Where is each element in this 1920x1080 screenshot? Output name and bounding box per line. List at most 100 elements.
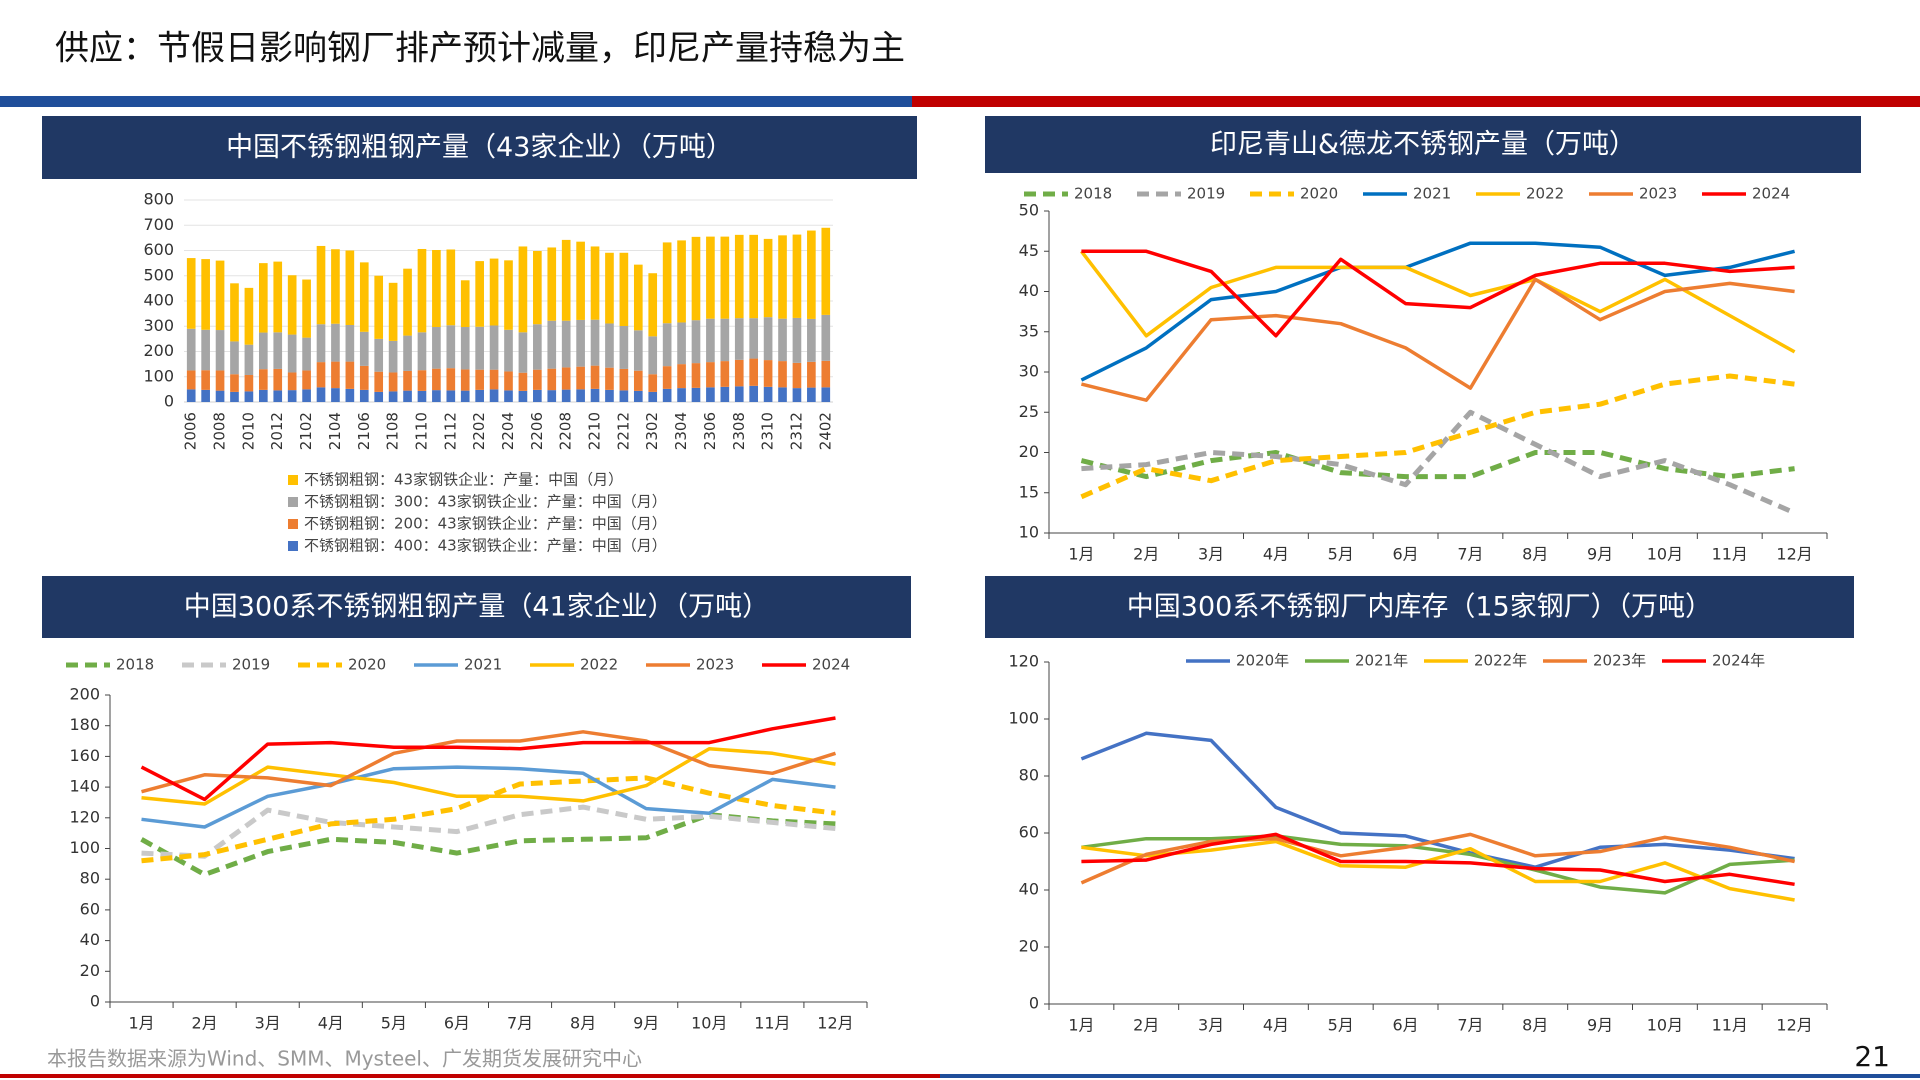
x-tick-label: 6月 <box>1392 545 1418 564</box>
x-tick-label: 2008 <box>211 412 229 450</box>
bar-segment <box>590 319 600 366</box>
bar-segment <box>215 330 225 371</box>
bar-segment <box>302 337 311 371</box>
chart-header <box>42 576 911 638</box>
x-tick-label: 7月 <box>1457 1016 1483 1035</box>
bar-segment <box>504 390 513 402</box>
bar-segment <box>359 365 369 390</box>
bar-segment <box>590 365 600 389</box>
bar-segment <box>489 325 499 370</box>
source-note: 本报告数据来源为Wind、SMM、Mysteel、广发期货发展研究中心 <box>47 1047 642 1071</box>
legend-label: 2024 <box>812 656 850 674</box>
bar-segment <box>403 390 412 402</box>
x-tick-label: 2206 <box>528 412 546 450</box>
y-tick-label: 20 <box>1019 937 1039 956</box>
bar-segment <box>792 362 802 389</box>
bar-segment <box>201 389 210 402</box>
bar-segment <box>244 374 254 392</box>
y-tick-label: 700 <box>143 215 174 234</box>
series-line <box>141 746 836 806</box>
bar-segment <box>287 390 297 402</box>
bar-segment <box>186 258 196 329</box>
legend-label: 2024年 <box>1712 652 1765 670</box>
bar-segment <box>475 369 484 390</box>
bar-segment <box>547 390 557 402</box>
bar-segment <box>533 389 542 402</box>
bar-segment <box>561 389 571 402</box>
bar-segment <box>677 388 686 402</box>
series-line <box>1080 450 1795 480</box>
x-tick-label: 2102 <box>297 412 315 450</box>
x-tick-label: 2006 <box>182 412 200 450</box>
bar-segment <box>821 387 831 402</box>
y-tick-label: 800 <box>143 190 174 209</box>
bar-segment <box>201 259 210 330</box>
bar-segment <box>432 390 441 402</box>
legend-label: 2022 <box>580 656 618 674</box>
y-tick-label: 300 <box>143 316 174 335</box>
bar-segment <box>720 361 730 387</box>
y-tick-label: 600 <box>143 240 174 259</box>
series-line <box>1080 250 1796 354</box>
bar-segment <box>316 362 326 388</box>
x-tick-label: 5月 <box>1328 545 1354 564</box>
bar-segment <box>734 386 744 402</box>
y-tick-label: 120 <box>1008 652 1039 671</box>
bar-segment <box>648 391 658 402</box>
bar-segment <box>778 235 787 319</box>
bar-segment <box>287 372 297 391</box>
bar-segment <box>258 332 268 370</box>
y-tick-label: 60 <box>1019 823 1039 842</box>
legend-label: 2018 <box>116 656 154 674</box>
x-tick-label: 2104 <box>326 412 344 450</box>
series-line <box>1081 839 1795 902</box>
legend-label: 2018 <box>1074 185 1112 203</box>
x-tick-label: 2012 <box>268 412 286 450</box>
y-tick-label: 40 <box>1019 880 1039 899</box>
y-tick-label: 400 <box>143 291 174 310</box>
series-line <box>141 730 837 794</box>
bar-segment <box>619 252 629 326</box>
bar-segment <box>316 245 326 325</box>
y-tick-label: 140 <box>69 777 100 796</box>
x-tick-label: 10月 <box>1647 545 1683 564</box>
bar-segment <box>244 391 254 402</box>
bar-segment <box>302 279 311 338</box>
bar-segment <box>388 282 398 341</box>
x-tick-label: 7月 <box>507 1014 533 1033</box>
legend-label: 不锈钢粗钢：43家钢铁企业：产量：中国（月） <box>304 471 623 489</box>
bar-segment <box>576 366 585 390</box>
bar-segment <box>432 368 441 391</box>
bar-segment <box>201 329 210 371</box>
x-tick-label: 4月 <box>1263 545 1289 564</box>
bar-segment <box>345 388 355 402</box>
bar-segment <box>460 369 470 391</box>
bar-segment <box>605 323 614 368</box>
y-tick-label: 80 <box>1019 766 1039 785</box>
bar-segment <box>763 360 773 387</box>
bar-segment <box>605 252 614 324</box>
bar-segment <box>258 369 268 390</box>
y-tick-label: 0 <box>164 392 174 411</box>
bar-segment <box>403 370 412 391</box>
x-tick-label: 2302 <box>643 412 661 450</box>
bar-segment <box>778 318 787 362</box>
top-stripe-red <box>912 96 1920 107</box>
bar-segment <box>807 230 816 319</box>
bar-segment <box>504 260 513 330</box>
bar-segment <box>734 318 744 360</box>
bar-segment <box>230 341 239 375</box>
x-tick-label: 9月 <box>1587 545 1613 564</box>
legend-swatch <box>288 497 298 507</box>
bar-segment <box>648 273 658 337</box>
bar-segment <box>576 389 585 402</box>
bar-segment <box>417 370 427 391</box>
bar-segment <box>215 370 225 391</box>
bar-segment <box>763 238 773 318</box>
chart-title: 印尼青山&德龙不锈钢产量（万吨） <box>1210 129 1636 160</box>
x-tick-label: 2110 <box>412 412 430 450</box>
series-line <box>1080 241 1796 382</box>
bar-segment <box>374 338 384 372</box>
legend-label: 2022年 <box>1474 652 1527 670</box>
x-tick-label: 2310 <box>759 412 777 450</box>
